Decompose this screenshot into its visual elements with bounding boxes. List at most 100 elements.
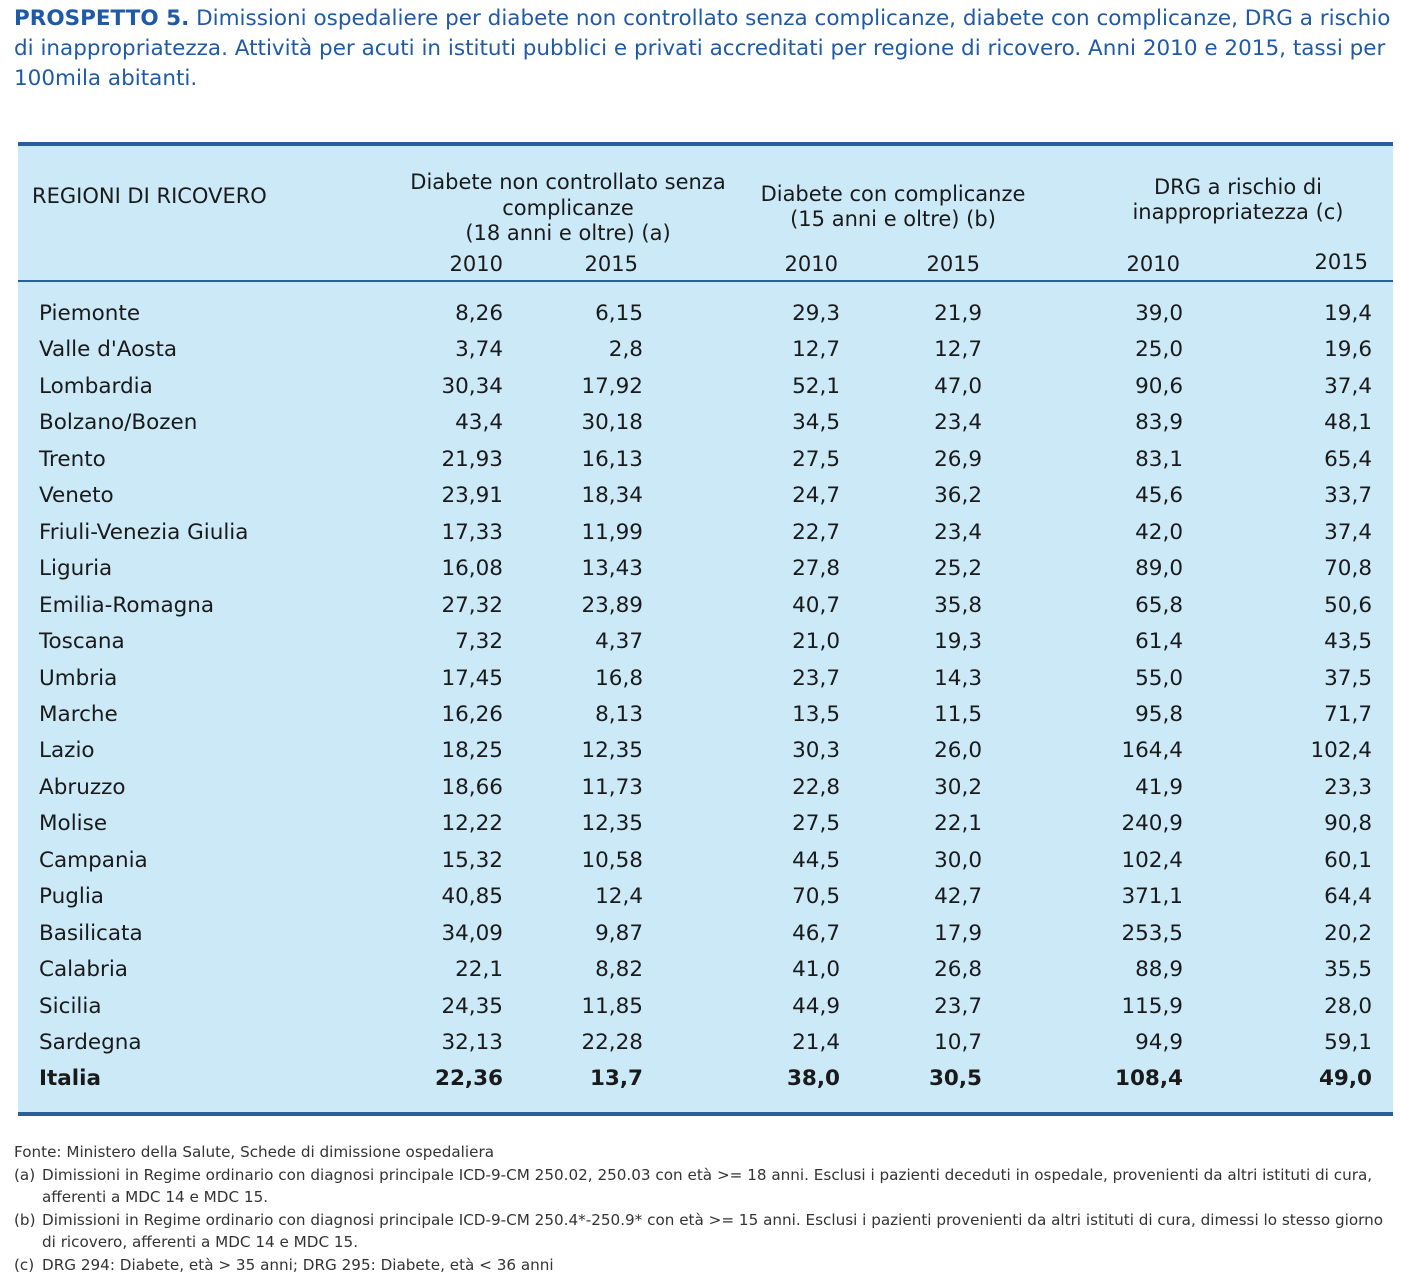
- value-cell: 23,7: [792, 665, 840, 691]
- header-divider: [18, 280, 1393, 282]
- value-cell: 95,8: [1135, 701, 1183, 727]
- header-year-g1-2010: 2010: [449, 252, 503, 276]
- value-cell: 240,9: [1121, 811, 1183, 837]
- value-cell: 22,28: [581, 1030, 643, 1055]
- table-row: Marche 16,26 8,13 13,5 11,5 95,8 71,7: [18, 697, 1393, 733]
- value-cell: 14,3: [934, 665, 982, 691]
- note-b-text: Dimissioni in Regime ordinario con diagn…: [42, 1210, 1384, 1252]
- value-cell: 27,8: [792, 556, 840, 582]
- value-cell: 37,4: [1324, 373, 1372, 399]
- value-cell: 8,13: [595, 701, 643, 727]
- note-a: (a) Dimissioni in Regime ordinario con di…: [14, 1164, 1394, 1209]
- region-name: Umbria: [39, 665, 118, 691]
- value-cell: 108,4: [1114, 1066, 1183, 1092]
- region-name: Sardegna: [39, 1030, 142, 1055]
- table-row: Trento 21,93 16,13 27,5 26,9 83,1 65,4: [18, 442, 1393, 478]
- value-cell: 65,4: [1324, 446, 1372, 472]
- value-cell: 13,43: [581, 556, 643, 582]
- value-cell: 15,32: [441, 847, 503, 873]
- value-cell: 24,35: [441, 993, 503, 1019]
- value-cell: 12,35: [581, 811, 643, 837]
- value-cell: 12,7: [934, 337, 982, 363]
- header-group2-line1: Diabete con complicanze: [760, 182, 1026, 206]
- value-cell: 34,5: [792, 410, 840, 436]
- value-cell: 30,18: [581, 410, 643, 436]
- value-cell: 43,5: [1324, 629, 1372, 655]
- caption-text: Dimissioni ospedaliere per diabete non c…: [14, 6, 1391, 91]
- value-cell: 42,7: [934, 884, 982, 910]
- value-cell: 102,4: [1121, 847, 1183, 873]
- region-name: Liguria: [39, 556, 113, 582]
- value-cell: 16,8: [595, 665, 643, 691]
- value-cell: 8,82: [595, 957, 643, 983]
- header-group1-line2: complicanze: [502, 196, 634, 220]
- value-cell: 60,1: [1324, 847, 1372, 873]
- value-cell: 29,3: [792, 301, 840, 326]
- table-row: Veneto 23,91 18,34 24,7 36,2 45,6 33,7: [18, 478, 1393, 514]
- table-row: Friuli-Venezia Giulia 17,33 11,99 22,7 23,4 4…: [18, 515, 1393, 551]
- value-cell: 28,0: [1324, 993, 1372, 1019]
- table-row: Basilicata 34,09 9,87 46,7 17,9 253,5 20,2: [18, 916, 1393, 952]
- value-cell: 27,32: [441, 592, 503, 618]
- value-cell: 88,9: [1135, 957, 1183, 983]
- value-cell: 7,32: [455, 629, 503, 655]
- value-cell: 8,26: [455, 301, 503, 326]
- value-cell: 26,8: [934, 957, 982, 983]
- note-b: (b) Dimissioni in Regime ordinario con di…: [14, 1209, 1394, 1254]
- value-cell: 12,22: [441, 811, 503, 837]
- caption-lead: PROSPETTO 5.: [14, 6, 190, 31]
- value-cell: 6,15: [595, 301, 643, 326]
- value-cell: 21,9: [934, 301, 982, 326]
- value-cell: 12,35: [581, 738, 643, 764]
- value-cell: 64,4: [1324, 884, 1372, 910]
- value-cell: 45,6: [1135, 483, 1183, 509]
- table-row: Abruzzo 18,66 11,73 22,8 30,2 41,9 23,3: [18, 770, 1393, 806]
- value-cell: 18,34: [581, 483, 643, 509]
- value-cell: 41,9: [1135, 774, 1183, 800]
- header-group3-line1: DRG a rischio di: [1153, 175, 1323, 199]
- value-cell: 21,0: [792, 629, 840, 655]
- table-row-total: Italia 22,36 13,7 38,0 30,5 108,4 49,0: [18, 1061, 1393, 1097]
- value-cell: 253,5: [1121, 920, 1183, 946]
- header-year-g3-2015: 2015: [1314, 250, 1368, 274]
- value-cell: 71,7: [1324, 701, 1372, 727]
- value-cell: 17,45: [441, 665, 503, 691]
- region-name: Calabria: [39, 957, 128, 983]
- header-year-g3-2010: 2010: [1126, 252, 1180, 276]
- value-cell: 48,1: [1324, 410, 1372, 436]
- value-cell: 13,5: [792, 701, 840, 727]
- header-group1-line3: (18 anni e oltre) (a): [465, 221, 671, 245]
- region-name: Trento: [39, 446, 106, 472]
- value-cell: 22,7: [792, 519, 840, 545]
- table-row: Sardegna 32,13 22,28 21,4 10,7 94,9 59,1: [18, 1025, 1393, 1061]
- value-cell: 90,6: [1135, 373, 1183, 399]
- value-cell: 13,7: [589, 1066, 643, 1092]
- value-cell: 61,4: [1135, 629, 1183, 655]
- value-cell: 11,5: [934, 701, 982, 727]
- value-cell: 40,7: [792, 592, 840, 618]
- value-cell: 23,3: [1324, 774, 1372, 800]
- value-cell: 10,7: [934, 1030, 982, 1055]
- table-row: Emilia-Romagna 27,32 23,89 40,7 35,8 65,8 50,6: [18, 588, 1393, 624]
- value-cell: 17,92: [581, 373, 643, 399]
- region-name: Emilia-Romagna: [39, 592, 215, 618]
- value-cell: 41,0: [792, 957, 840, 983]
- header-year-g2-2015: 2015: [926, 252, 980, 276]
- value-cell: 33,7: [1324, 483, 1372, 509]
- value-cell: 83,1: [1135, 446, 1183, 472]
- value-cell: 25,0: [1135, 337, 1183, 363]
- value-cell: 23,4: [934, 519, 982, 545]
- value-cell: 22,36: [434, 1066, 503, 1092]
- region-name: Friuli-Venezia Giulia: [39, 519, 249, 545]
- value-cell: 18,66: [441, 774, 503, 800]
- value-cell: 11,85: [581, 993, 643, 1019]
- value-cell: 12,7: [792, 337, 840, 363]
- value-cell: 94,9: [1135, 1030, 1183, 1055]
- region-name: Basilicata: [39, 920, 143, 946]
- table-row: Valle d'Aosta 3,74 2,8 12,7 12,7 25,0 19,6: [18, 332, 1393, 368]
- table-row: Toscana 7,32 4,37 21,0 19,3 61,4 43,5: [18, 624, 1393, 660]
- table-row: Calabria 22,1 8,82 41,0 26,8 88,9 35,5: [18, 952, 1393, 988]
- value-cell: 22,1: [455, 957, 503, 983]
- value-cell: 30,2: [934, 774, 982, 800]
- value-cell: 44,5: [792, 847, 840, 873]
